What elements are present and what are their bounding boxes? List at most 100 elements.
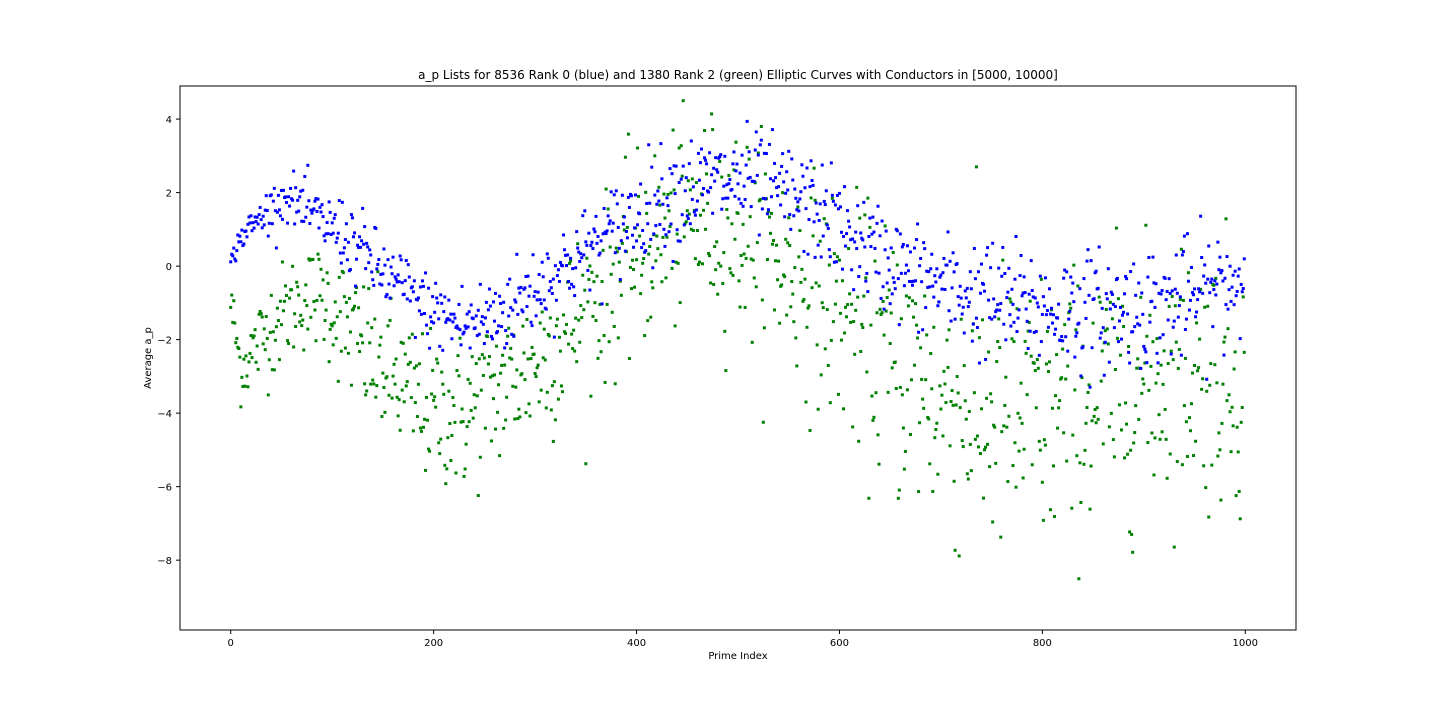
data-point — [1131, 330, 1135, 334]
data-point — [437, 317, 441, 321]
data-point — [602, 334, 606, 338]
data-point — [732, 168, 736, 172]
data-point — [407, 275, 411, 279]
data-point — [794, 336, 798, 340]
data-point — [928, 285, 932, 289]
data-point — [559, 384, 563, 388]
data-point — [678, 239, 682, 243]
data-point — [1066, 364, 1070, 368]
data-point — [320, 298, 324, 302]
data-point — [662, 192, 666, 196]
data-point — [295, 280, 299, 284]
data-point — [1236, 274, 1240, 278]
data-point — [898, 232, 902, 236]
data-point — [987, 350, 991, 354]
data-point — [1079, 374, 1083, 378]
data-point — [432, 321, 436, 325]
data-point — [764, 152, 768, 156]
data-point — [624, 229, 628, 233]
data-point — [724, 196, 728, 200]
data-point — [334, 336, 338, 340]
data-point — [237, 240, 241, 244]
data-point — [787, 149, 791, 153]
data-point — [337, 275, 341, 279]
data-point — [673, 324, 677, 328]
data-point — [1149, 364, 1153, 368]
data-point — [1016, 316, 1020, 320]
data-point — [414, 364, 418, 368]
data-point — [494, 427, 498, 431]
data-point — [923, 294, 927, 298]
data-point — [619, 239, 623, 243]
data-point — [534, 314, 538, 318]
data-point — [607, 222, 611, 226]
data-point — [400, 281, 404, 285]
data-point — [444, 320, 448, 324]
data-point — [562, 313, 565, 317]
data-point — [1137, 281, 1141, 285]
data-point — [842, 234, 846, 238]
data-point — [1075, 454, 1079, 458]
data-point — [550, 384, 554, 388]
data-point — [1045, 329, 1049, 333]
data-point — [954, 403, 958, 407]
data-point — [257, 213, 261, 217]
data-point — [833, 302, 837, 306]
data-point — [1191, 291, 1195, 295]
data-point — [722, 184, 726, 188]
data-point — [945, 263, 949, 267]
data-point — [997, 266, 1001, 270]
data-point — [868, 216, 872, 220]
data-point — [480, 353, 484, 357]
data-point — [1110, 292, 1114, 296]
data-point — [812, 166, 816, 170]
data-point — [1232, 367, 1236, 371]
data-point — [1229, 450, 1233, 454]
y-tick-label: −2 — [157, 336, 172, 347]
data-point — [780, 164, 784, 168]
data-point — [645, 211, 649, 215]
data-point — [983, 289, 987, 293]
data-point — [569, 259, 573, 263]
data-point — [323, 319, 327, 322]
data-point — [640, 246, 644, 250]
data-point — [826, 226, 830, 230]
data-point — [806, 252, 810, 256]
data-point — [919, 257, 923, 261]
data-point — [344, 300, 348, 304]
data-point — [804, 207, 808, 211]
data-point — [809, 196, 813, 200]
data-point — [705, 172, 709, 176]
data-point — [838, 311, 842, 315]
data-point — [1002, 322, 1006, 326]
data-point — [1108, 307, 1112, 311]
data-point — [1140, 391, 1144, 395]
data-point — [471, 317, 475, 321]
data-point — [837, 258, 841, 262]
data-point — [673, 192, 677, 196]
data-point — [401, 341, 405, 345]
data-point — [888, 342, 892, 346]
data-point — [636, 146, 640, 150]
data-point — [1033, 369, 1037, 373]
data-point — [430, 392, 434, 396]
data-point — [1046, 325, 1050, 329]
data-point — [981, 318, 985, 322]
data-point — [861, 238, 865, 242]
data-point — [530, 324, 534, 328]
data-point — [1027, 292, 1031, 296]
data-point — [1036, 305, 1040, 309]
data-point — [661, 235, 665, 239]
data-point — [993, 425, 997, 429]
data-point — [1118, 305, 1122, 309]
data-point — [280, 217, 284, 221]
data-point — [1126, 312, 1130, 316]
data-point — [1212, 283, 1216, 287]
data-point — [1239, 420, 1243, 424]
data-point — [656, 247, 660, 251]
data-point — [882, 333, 886, 337]
data-point — [567, 342, 571, 346]
data-point — [963, 289, 967, 293]
data-point — [339, 349, 343, 353]
data-point — [665, 235, 669, 239]
